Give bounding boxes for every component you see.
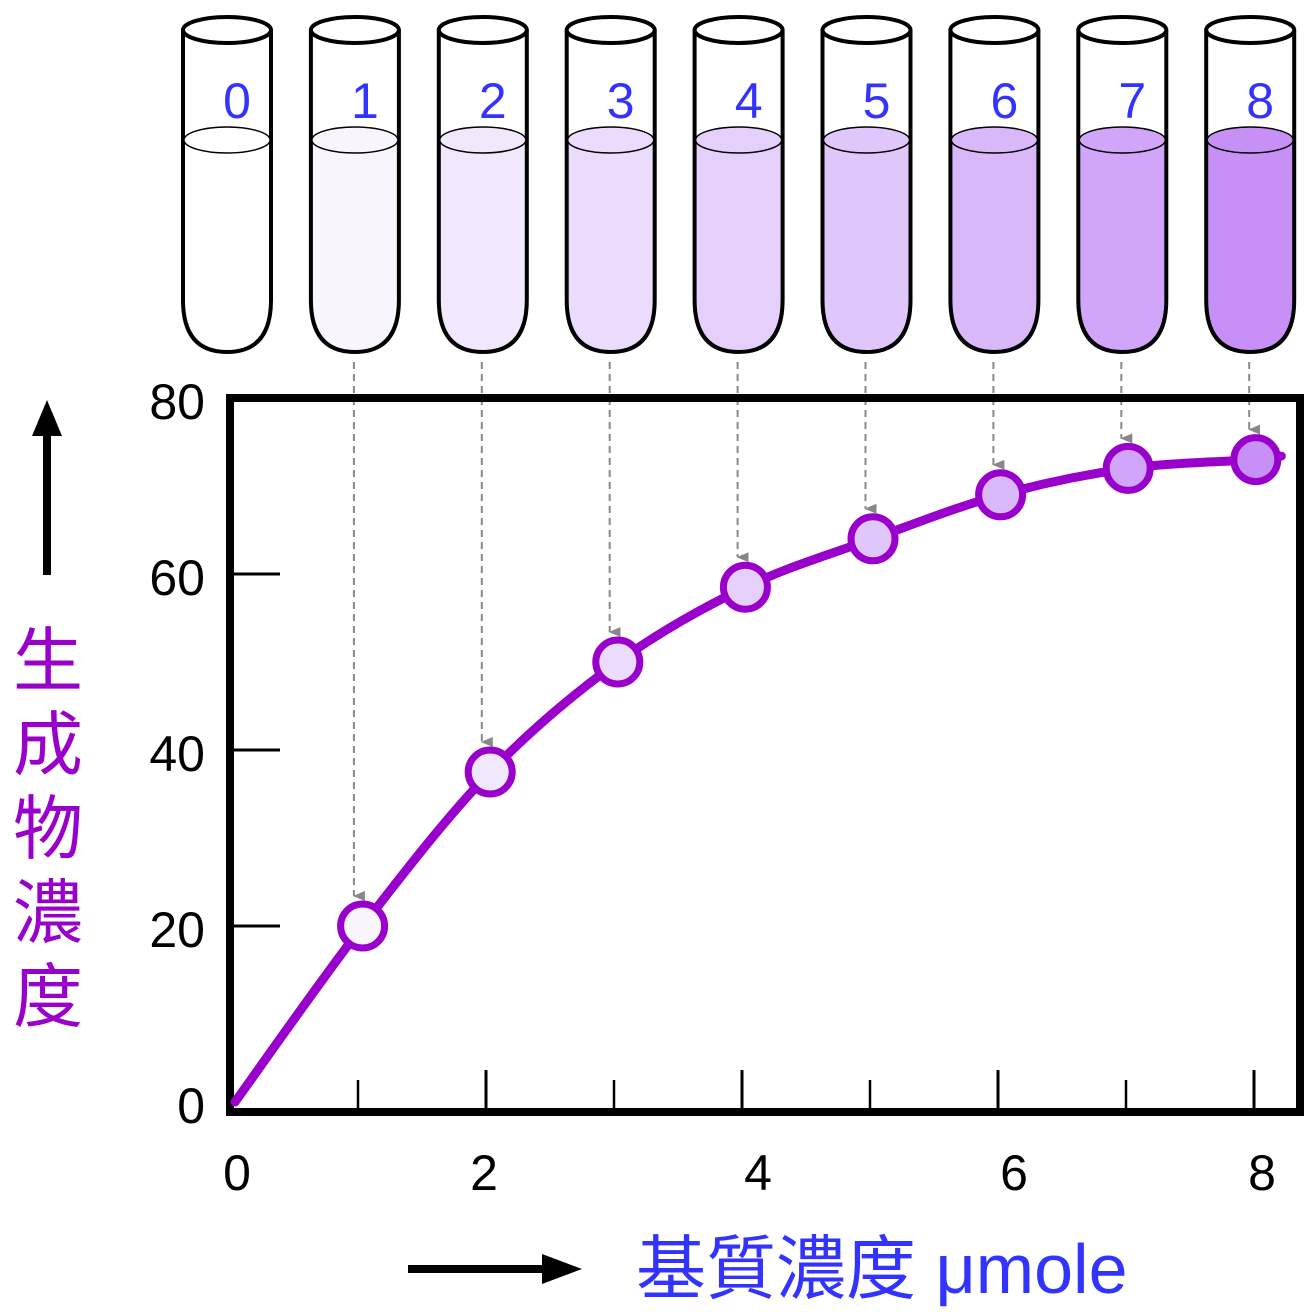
test-tube: 5: [820, 15, 913, 355]
test-tube: 6: [948, 15, 1041, 355]
tube-outline: [181, 30, 273, 355]
y-axis-title-char: 生: [13, 622, 83, 700]
tube-meniscus: [822, 126, 911, 154]
tube-meniscus: [183, 126, 271, 154]
tube-outline: [564, 30, 657, 355]
tube-rim: [692, 15, 785, 45]
tube-outline: [436, 30, 529, 355]
tube-liquid: [822, 140, 911, 352]
tube-label: 1: [351, 73, 379, 129]
data-series: [230, 434, 1286, 1107]
tube-liquid: [438, 140, 527, 352]
data-point: [719, 561, 771, 613]
plot-frame: [226, 394, 1304, 1116]
tube-outline: [948, 30, 1041, 355]
series-line: [230, 451, 1286, 1107]
test-tube: 0: [181, 15, 273, 355]
x-tick-label: 8: [1248, 1145, 1276, 1201]
tube-label: 4: [735, 73, 763, 129]
test-tube: 4: [692, 15, 785, 355]
tube-meniscus: [694, 126, 783, 154]
tube-rim: [181, 15, 273, 45]
test-tube: 8: [1204, 15, 1297, 355]
test-tube: 7: [1076, 15, 1169, 355]
x-tick-label: 0: [223, 1145, 251, 1201]
tube-rim: [436, 15, 529, 45]
tube-meniscus: [1078, 126, 1167, 154]
data-point: [847, 513, 899, 565]
tube-label: 3: [607, 73, 635, 129]
tube-label: 0: [223, 73, 251, 129]
test-tube: 3: [564, 15, 657, 355]
tube-rim: [1204, 15, 1297, 45]
tube-liquid: [566, 140, 655, 352]
x-tick-label: 4: [744, 1145, 772, 1201]
tube-outline: [1076, 30, 1169, 355]
tube-outline: [692, 30, 785, 355]
y-direction-arrow: [32, 400, 62, 575]
data-point: [337, 900, 389, 952]
y-axis-title-char: 度: [13, 958, 83, 1036]
data-point: [1102, 442, 1154, 494]
tube-rim: [564, 15, 657, 45]
tube-meniscus: [950, 126, 1039, 154]
y-axis: 0 20 40 60 80: [149, 374, 280, 1134]
y-axis-title-char: 物: [13, 790, 83, 868]
tube-liquid: [183, 140, 271, 352]
test-tube-row: 0 1 2 3 4 5 6 7 8: [181, 15, 1297, 355]
tube-label: 2: [479, 73, 507, 129]
tube-label: 8: [1246, 73, 1274, 129]
tube-outline: [820, 30, 913, 355]
y-axis-title-char: 濃: [13, 874, 83, 952]
tube-liquid: [1206, 140, 1295, 352]
test-tube: 1: [308, 15, 401, 355]
tube-liquid: [950, 140, 1039, 352]
y-axis-title-char: 成: [13, 706, 83, 784]
y-tick-label: 80: [149, 374, 205, 430]
tube-outline: [308, 30, 401, 355]
tube-rim: [308, 15, 401, 45]
x-axis-title: 基質濃度 μmole: [636, 1230, 1128, 1308]
x-direction-arrow: [408, 1254, 582, 1284]
tube-meniscus: [439, 126, 527, 154]
y-tick-label: 40: [149, 726, 205, 782]
tube-meniscus: [1206, 126, 1294, 154]
y-tick-label: 20: [149, 902, 205, 958]
tube-outline: [1204, 30, 1297, 355]
y-tick-label: 60: [149, 550, 205, 606]
tube-rim: [1076, 15, 1169, 45]
guide-arrows: [352, 362, 1261, 901]
tube-liquid: [310, 140, 399, 352]
y-tick-label: 0: [177, 1078, 205, 1134]
tube-label: 5: [863, 73, 891, 129]
tube-meniscus: [311, 126, 399, 154]
x-tick-label: 2: [470, 1145, 498, 1201]
test-tube: 2: [436, 15, 529, 355]
x-axis: 0 2 4 6 8: [223, 1070, 1276, 1201]
tube-rim: [820, 15, 913, 45]
tube-rim: [948, 15, 1041, 45]
tube-label: 7: [1118, 73, 1146, 129]
data-point: [975, 469, 1027, 521]
x-tick-label: 6: [1000, 1145, 1028, 1201]
data-point: [1230, 434, 1282, 486]
tube-liquid: [694, 140, 783, 352]
data-point: [592, 636, 644, 688]
tube-liquid: [1078, 140, 1167, 352]
data-point: [464, 746, 516, 798]
tube-meniscus: [566, 126, 655, 154]
tube-label: 6: [990, 73, 1018, 129]
